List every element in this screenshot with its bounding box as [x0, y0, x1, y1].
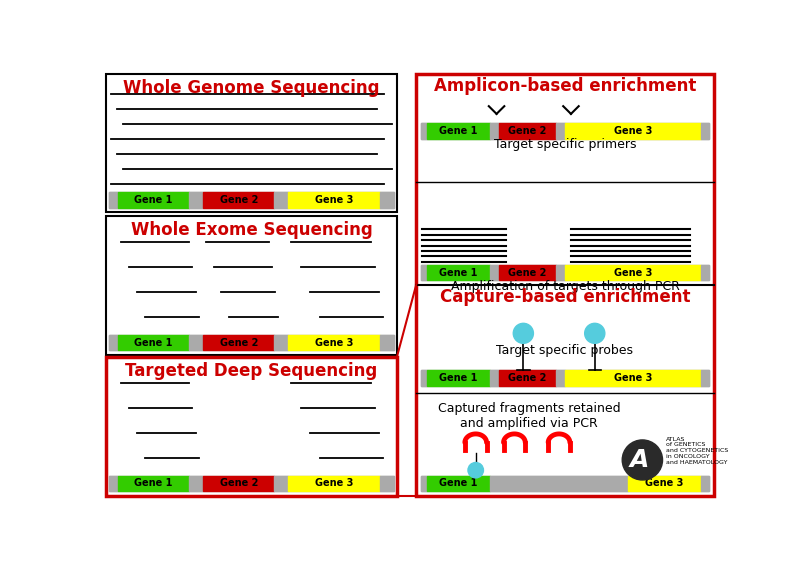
Text: Whole Exome Sequencing: Whole Exome Sequencing [130, 221, 372, 239]
Text: Gene 3: Gene 3 [614, 373, 652, 383]
Bar [274, 192, 289, 208]
Text: A: A [630, 448, 649, 472]
Text: Gene 2: Gene 2 [219, 195, 258, 205]
Bar [421, 265, 426, 280]
Bar [421, 123, 426, 139]
Bar [426, 265, 490, 280]
Bar [701, 123, 709, 139]
Circle shape [622, 440, 662, 480]
Bar [498, 123, 556, 139]
Text: Gene 3: Gene 3 [315, 195, 353, 205]
Bar [110, 476, 118, 491]
Bar [421, 476, 426, 491]
Bar [118, 192, 189, 208]
Bar [565, 265, 701, 280]
Text: Target specific primers: Target specific primers [494, 138, 636, 151]
Bar [426, 476, 490, 491]
Bar [701, 371, 709, 386]
Bar [490, 371, 498, 386]
Bar [421, 123, 709, 139]
Bar [565, 371, 701, 386]
Bar [556, 265, 565, 280]
Bar [416, 74, 714, 496]
Bar [421, 371, 426, 386]
Bar [289, 192, 379, 208]
Bar [379, 476, 394, 491]
Bar [426, 123, 490, 139]
Text: ATLAS
of GENETICS
and CYTOGENETICS
in ONCOLOGY
and HAEMATOLOGY: ATLAS of GENETICS and CYTOGENETICS in ON… [666, 437, 728, 465]
Bar [189, 192, 203, 208]
Text: Gene 1: Gene 1 [134, 478, 173, 488]
Bar [490, 123, 498, 139]
Bar [556, 123, 565, 139]
Bar [203, 476, 274, 491]
Bar [379, 192, 394, 208]
Bar [110, 335, 118, 350]
Bar [421, 476, 709, 491]
Bar [118, 335, 189, 350]
Text: Amplification of targets through PCR: Amplification of targets through PCR [450, 280, 679, 293]
Bar [189, 476, 203, 491]
Bar [106, 357, 397, 496]
Bar [421, 265, 709, 280]
Bar [701, 265, 709, 280]
Bar [110, 192, 118, 208]
Bar [106, 74, 397, 213]
Bar [556, 371, 565, 386]
Bar [498, 265, 556, 280]
Bar [289, 335, 379, 350]
Bar [274, 335, 289, 350]
Text: Gene 2: Gene 2 [219, 338, 258, 347]
Text: Gene 1: Gene 1 [134, 338, 173, 347]
Bar [379, 335, 394, 350]
Bar [110, 335, 394, 350]
Text: Gene 2: Gene 2 [219, 478, 258, 488]
Bar [289, 476, 379, 491]
Text: Gene 3: Gene 3 [614, 126, 652, 136]
Text: Gene 2: Gene 2 [508, 267, 546, 277]
Circle shape [468, 462, 483, 478]
Text: Gene 1: Gene 1 [134, 195, 173, 205]
Text: Gene 2: Gene 2 [508, 373, 546, 383]
Text: Amplicon-based enrichment: Amplicon-based enrichment [434, 77, 696, 95]
Circle shape [514, 323, 534, 343]
Text: Whole Genome Sequencing: Whole Genome Sequencing [123, 79, 380, 96]
Bar [118, 476, 189, 491]
Circle shape [585, 323, 605, 343]
Bar [498, 371, 556, 386]
Bar [421, 371, 709, 386]
Bar [203, 192, 274, 208]
Bar [189, 335, 203, 350]
Bar [426, 371, 490, 386]
Bar [701, 476, 709, 491]
Text: Target specific probes: Target specific probes [497, 344, 634, 357]
Text: Capture-based enrichment: Capture-based enrichment [440, 288, 690, 306]
Text: Gene 3: Gene 3 [614, 267, 652, 277]
Text: Targeted Deep Sequencing: Targeted Deep Sequencing [126, 362, 378, 380]
Text: Gene 3: Gene 3 [315, 478, 353, 488]
Text: Gene 1: Gene 1 [439, 126, 478, 136]
Bar [110, 476, 394, 491]
Text: Gene 1: Gene 1 [439, 373, 478, 383]
Bar [274, 476, 289, 491]
Text: Gene 2: Gene 2 [508, 126, 546, 136]
Bar [203, 335, 274, 350]
Text: Gene 1: Gene 1 [439, 478, 478, 488]
Text: Gene 1: Gene 1 [439, 267, 478, 277]
Text: Gene 3: Gene 3 [646, 478, 684, 488]
Bar [106, 216, 397, 355]
Bar [110, 192, 394, 208]
Bar [629, 476, 701, 491]
Bar [565, 123, 701, 139]
Text: Gene 3: Gene 3 [315, 338, 353, 347]
Text: Captured fragments retained
and amplified via PCR: Captured fragments retained and amplifie… [438, 402, 621, 430]
Bar [490, 476, 629, 491]
Bar [490, 265, 498, 280]
